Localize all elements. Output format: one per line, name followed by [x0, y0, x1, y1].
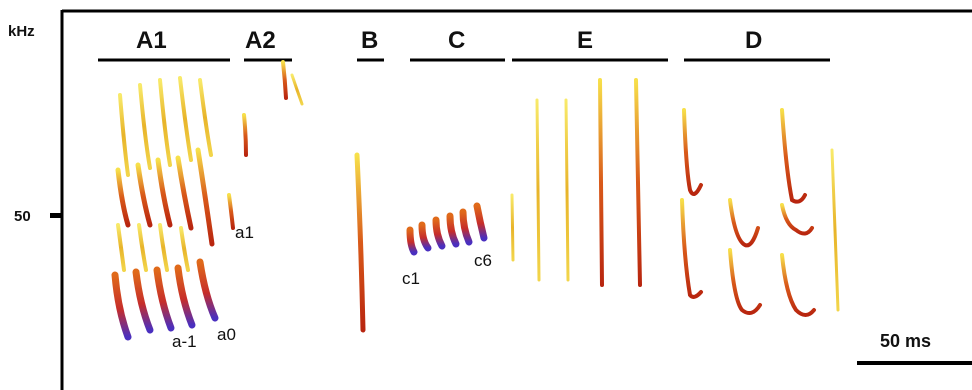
annotation-c6: c6	[474, 251, 492, 270]
scale-bar-label: 50 ms	[880, 331, 931, 351]
annotation-c1: c1	[402, 269, 420, 288]
frequency-tick-label: 50	[14, 208, 31, 225]
annotation-a-minus-1: a-1	[172, 332, 197, 351]
segment-label-d: D	[745, 27, 762, 54]
plot-frame	[60, 9, 972, 390]
syllable-group-e	[510, 78, 642, 287]
syllable-group-c	[406, 202, 488, 256]
segment-label-a2: A2	[245, 27, 276, 54]
frequency-unit-label: kHz	[8, 23, 35, 40]
annotation-a1: a1	[235, 223, 254, 242]
scale-bar: 50 ms	[857, 331, 972, 365]
segment-label-b: B	[361, 27, 378, 54]
annotation-a0: a0	[217, 325, 236, 344]
syllable-group-b	[354, 152, 366, 333]
syllable-group-d	[680, 108, 840, 317]
syllable-group-a2	[227, 60, 304, 230]
syllable-group-a1	[111, 76, 219, 341]
segment-label-c: C	[448, 27, 465, 54]
segment-label-a1: A1	[136, 27, 167, 54]
segment-label-e: E	[577, 27, 593, 54]
frequency-tick-mark	[50, 213, 62, 218]
